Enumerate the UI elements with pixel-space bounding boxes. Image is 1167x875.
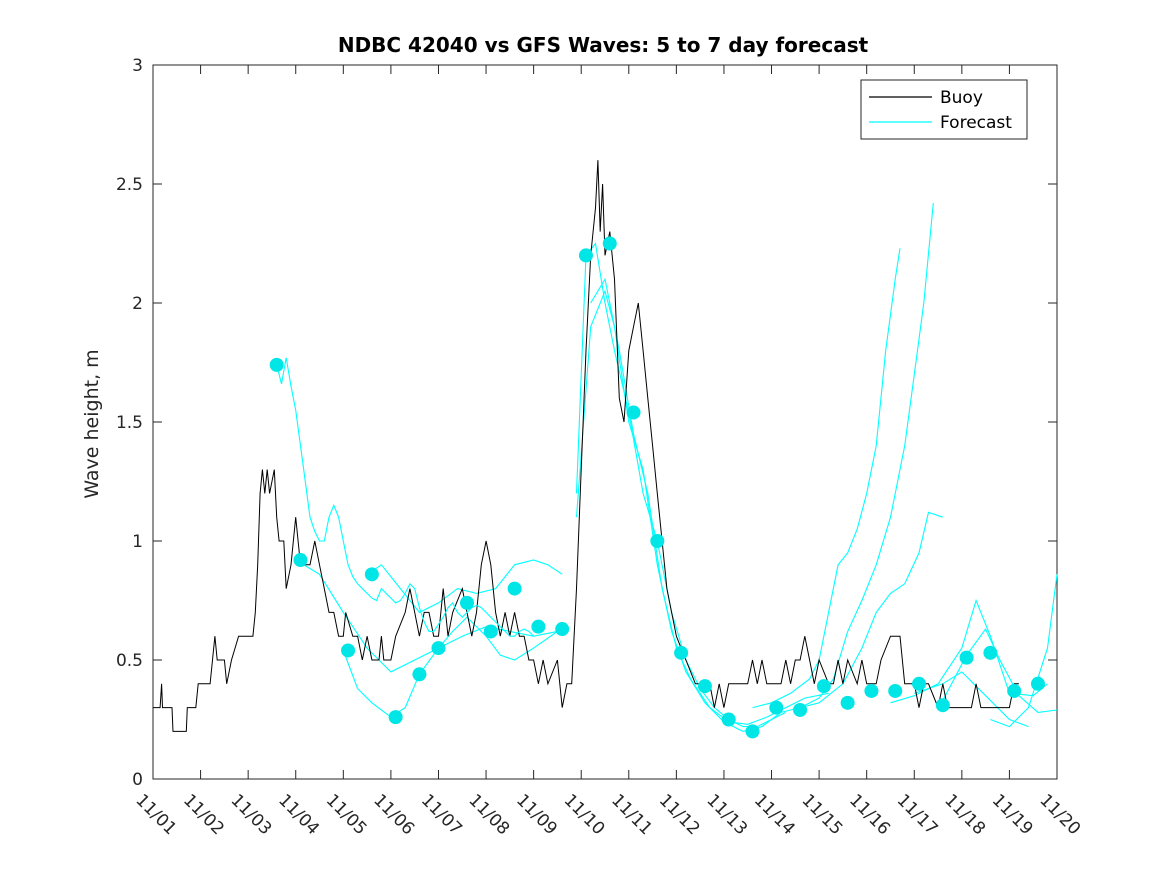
forecast-marker: [864, 683, 879, 698]
forecast-marker: [626, 405, 641, 420]
forecast-marker: [650, 534, 665, 548]
forecast-marker: [460, 595, 475, 610]
legend: Buoy Forecast: [860, 79, 1028, 140]
forecast-marker: [888, 683, 903, 698]
forecast-marker: [1030, 676, 1045, 691]
axes-box: [152, 64, 1058, 780]
chart-title: NDBC 42040 vs GFS Waves: 5 to 7 day fore…: [338, 33, 869, 57]
y-tick-label: 1.5: [116, 413, 143, 433]
y-tick-label: 2.5: [116, 175, 143, 195]
legend-box: [860, 79, 1028, 140]
forecast-marker: [269, 357, 284, 372]
x-tick-label: 11/15: [798, 790, 847, 839]
forecast-marker: [555, 622, 570, 637]
forecast-marker: [674, 645, 689, 660]
forecast-run-line: [575, 289, 820, 732]
x-tick-label: 11/10: [560, 790, 609, 839]
x-tick-label: 11/18: [940, 790, 989, 839]
x-tick-label: 11/07: [417, 790, 466, 839]
forecast-run-line: [590, 277, 829, 725]
x-tick-label: 11/01: [131, 790, 180, 839]
forecast-marker: [769, 700, 784, 715]
forecast-marker: [412, 667, 427, 682]
x-tick-label: 11/02: [179, 790, 228, 839]
forecast-marker: [578, 248, 593, 263]
y-tick-label: 0: [132, 770, 143, 790]
x-tick-label: 11/11: [607, 790, 656, 839]
forecast-marker: [721, 712, 736, 727]
y-tick-label: 2: [132, 294, 143, 314]
forecast-marker: [531, 619, 546, 634]
forecast-run-line: [799, 202, 934, 709]
forecast-run-line: [342, 616, 558, 718]
axis-ticks: 00.511.522.5311/0111/0211/0311/0411/0511…: [116, 56, 1084, 839]
forecast-run-line: [295, 559, 558, 673]
plot-area: [152, 64, 1058, 780]
x-tick-label: 11/19: [988, 790, 1037, 839]
x-tick-label: 11/16: [845, 790, 894, 839]
forecast-marker: [1007, 683, 1022, 698]
forecast-run-line: [366, 559, 563, 614]
y-tick-label: 0.5: [116, 651, 143, 671]
x-tick-label: 11/05: [322, 790, 371, 839]
x-tick-label: 11/04: [274, 790, 323, 839]
forecast-marker: [364, 567, 379, 582]
x-tick-label: 11/14: [750, 790, 799, 839]
x-tick-label: 11/20: [1035, 790, 1084, 839]
forecast-marker: [293, 553, 308, 568]
legend-forecast-label: Forecast: [940, 113, 1012, 133]
x-tick-label: 11/09: [512, 790, 561, 839]
forecast-marker: [431, 641, 446, 656]
forecast-marker: [602, 236, 617, 251]
forecast-marker: [935, 698, 950, 713]
forecast-marker: [483, 624, 498, 639]
y-tick-label: 3: [132, 56, 143, 76]
forecast-run-line: [990, 574, 1058, 728]
x-tick-label: 11/13: [702, 790, 751, 839]
forecast-run-line: [914, 671, 1029, 728]
x-tick-label: 11/03: [227, 790, 276, 839]
forecast-marker: [745, 724, 760, 739]
forecast-marker: [840, 695, 855, 710]
forecast-marker: [912, 676, 927, 691]
forecast-marker: [341, 643, 356, 658]
x-tick-label: 11/17: [893, 790, 942, 839]
buoy-series-line: [153, 160, 1019, 732]
x-tick-label: 11/06: [369, 790, 418, 839]
forecast-run-line: [818, 511, 943, 704]
forecast-marker: [983, 645, 998, 660]
legend-buoy-label: Buoy: [940, 88, 983, 108]
y-tick-label: 1: [132, 532, 143, 552]
forecast-marker: [388, 710, 403, 725]
forecast-marker: [507, 581, 522, 596]
forecast-marker: [959, 650, 974, 665]
forecast-run-line: [752, 248, 901, 709]
forecast-series-line: [276, 357, 534, 637]
y-axis-label: Wave height, m: [81, 349, 103, 498]
x-tick-label: 11/12: [655, 790, 704, 839]
forecast-marker: [793, 702, 808, 717]
forecast-marker: [816, 679, 831, 694]
forecast-marker: [697, 679, 712, 694]
x-tick-label: 11/08: [465, 790, 514, 839]
